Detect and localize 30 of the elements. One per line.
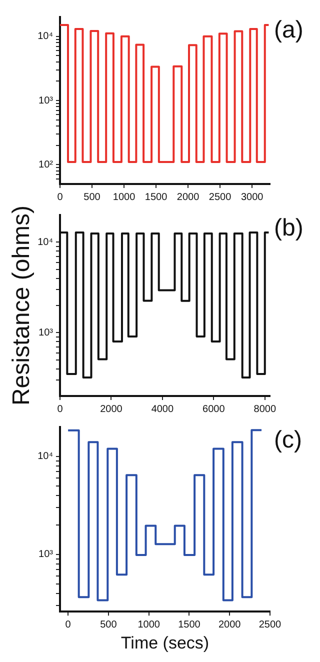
y-tick-label: 10² — [38, 159, 54, 170]
y-tick-label: 10³ — [38, 327, 54, 338]
x-tick-label: 2500 — [258, 619, 282, 630]
x-tick-label: 0 — [57, 404, 64, 415]
y-tick-label: 10⁴ — [38, 31, 53, 42]
y-tick-label: 10⁴ — [38, 451, 53, 462]
x-axis-title: Time (secs) — [120, 633, 210, 652]
x-tick-label: 1000 — [138, 619, 160, 630]
text: (c) — [274, 426, 302, 454]
x-tick-label: 0 — [57, 192, 64, 203]
x-tick-label: 1500 — [178, 619, 201, 630]
x-tick-label: 4000 — [151, 404, 174, 415]
x-tick-label: 6000 — [202, 404, 226, 415]
x-tick-label: 1500 — [144, 192, 168, 203]
x-tick-label: 2000 — [100, 404, 123, 415]
x-tick-label: 3000 — [240, 192, 264, 203]
x-tick-label: 500 — [100, 619, 118, 630]
x-tick-label: 8000 — [254, 404, 276, 415]
x-tick-label: 2000 — [218, 619, 242, 630]
x-tick-label: 0 — [65, 619, 72, 630]
x-tick-label: 1000 — [112, 192, 136, 203]
text: (a) — [274, 16, 304, 44]
y-axis-title: Resistance (ohms) — [8, 205, 36, 406]
y-tick-label: 10³ — [38, 95, 54, 106]
text: (b) — [274, 214, 304, 242]
x-tick-label: 2500 — [208, 192, 232, 203]
x-tick-label: 500 — [84, 192, 101, 203]
x-tick-label: 2000 — [176, 192, 200, 203]
y-tick-label: 10³ — [38, 549, 54, 560]
y-tick-label: 10⁴ — [38, 236, 53, 248]
